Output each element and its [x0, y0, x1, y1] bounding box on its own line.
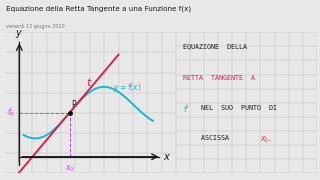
Text: $x_0$: $x_0$	[65, 164, 75, 174]
Text: f: f	[183, 105, 188, 114]
Text: Equazione della Retta Tangente a una Funzione f(x): Equazione della Retta Tangente a una Fun…	[6, 5, 192, 12]
Text: $f_0$: $f_0$	[7, 106, 15, 119]
Text: venerdì 12 giugno 2020: venerdì 12 giugno 2020	[6, 23, 65, 29]
Text: t: t	[86, 78, 91, 88]
Text: RETTA  TANGENTE  A: RETTA TANGENTE A	[183, 75, 255, 80]
Text: ASCISSA: ASCISSA	[201, 135, 237, 141]
Text: $X_0$.: $X_0$.	[260, 135, 272, 145]
Text: y: y	[15, 28, 21, 38]
Text: $y = f(x)$: $y = f(x)$	[113, 81, 141, 94]
Text: NEL  SUO  PUNTO  DI: NEL SUO PUNTO DI	[201, 105, 277, 111]
Text: P: P	[72, 100, 76, 109]
Text: EQUAZIONE  DELLA: EQUAZIONE DELLA	[183, 44, 247, 50]
Text: x: x	[163, 152, 169, 162]
